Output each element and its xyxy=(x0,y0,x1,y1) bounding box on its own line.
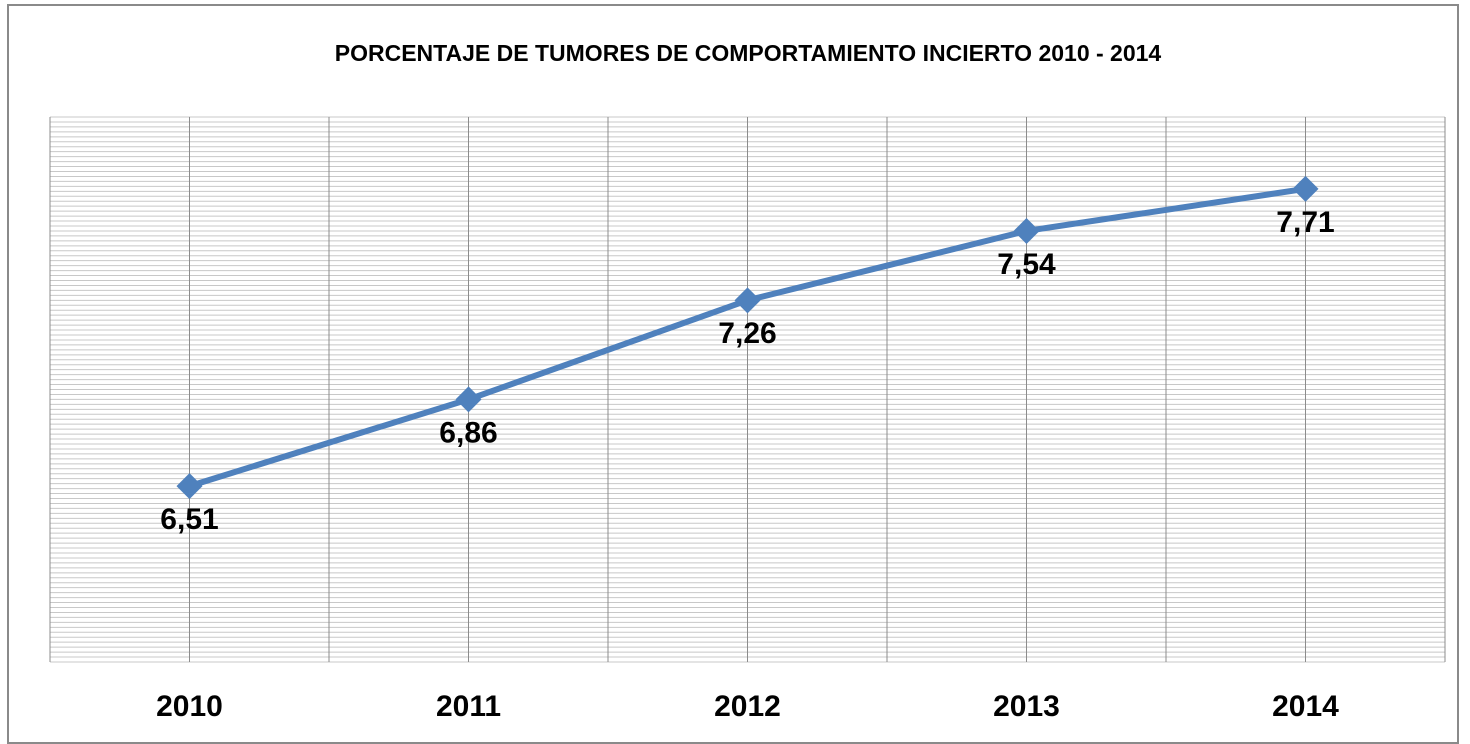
data-label: 6,51 xyxy=(160,503,218,536)
data-label: 7,26 xyxy=(718,317,776,350)
chart-frame xyxy=(7,4,1459,744)
x-tick-label: 2012 xyxy=(714,690,781,723)
data-label: 7,71 xyxy=(1276,206,1334,239)
x-tick-label: 2010 xyxy=(156,690,223,723)
x-tick-label: 2014 xyxy=(1272,690,1339,723)
data-point xyxy=(1013,217,1040,244)
chart-title: PORCENTAJE DE TUMORES DE COMPORTAMIENTO … xyxy=(335,40,1162,66)
data-point xyxy=(176,473,203,500)
data-point xyxy=(734,287,761,314)
data-label: 7,54 xyxy=(997,248,1056,281)
data-point xyxy=(1292,175,1319,202)
x-tick-label: 2013 xyxy=(993,690,1060,723)
data-label: 6,86 xyxy=(439,416,497,449)
x-tick-label: 2011 xyxy=(436,690,501,723)
data-point xyxy=(455,386,482,413)
